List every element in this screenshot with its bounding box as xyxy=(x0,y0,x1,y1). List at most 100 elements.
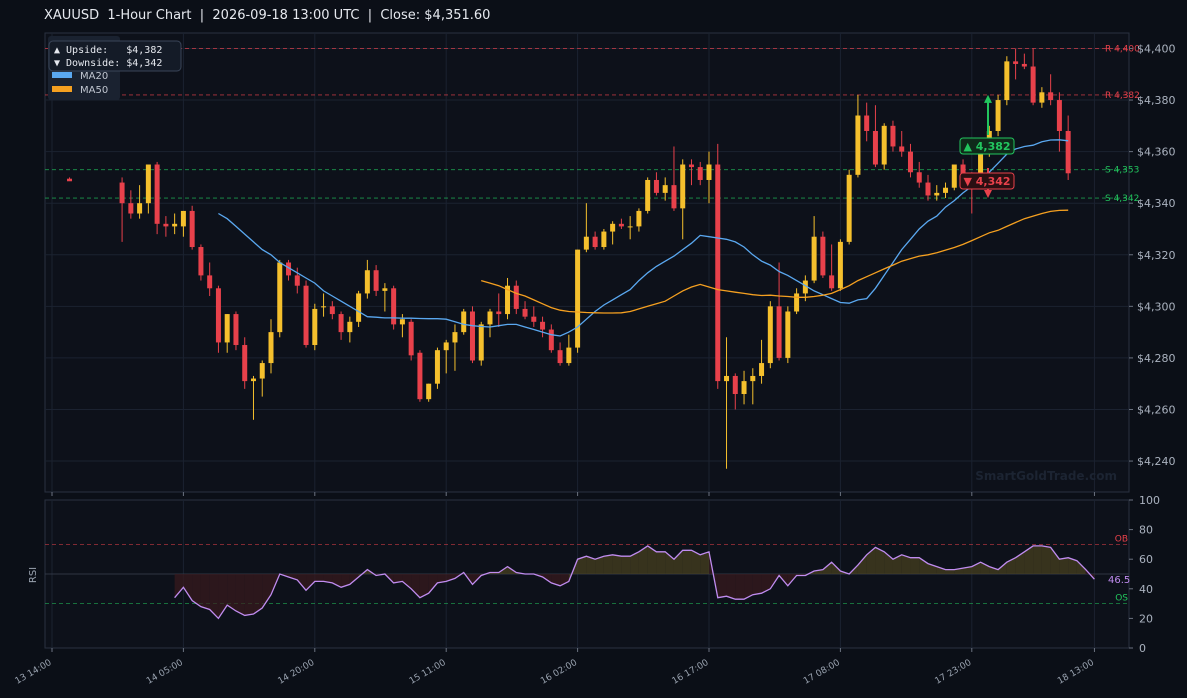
candle-body xyxy=(794,293,800,312)
candle xyxy=(172,213,178,235)
candle xyxy=(575,249,581,353)
candle-body xyxy=(242,345,248,382)
candle xyxy=(557,342,563,366)
overbought-label: OB xyxy=(1115,534,1128,544)
candle-body xyxy=(706,164,712,180)
rsi-fill-segment xyxy=(419,574,429,598)
candle-body xyxy=(137,203,143,214)
candle-body xyxy=(487,311,493,325)
candle xyxy=(811,216,817,284)
candle-body xyxy=(277,262,283,333)
rsi-fill-segment xyxy=(411,574,420,598)
rsi-fill-segment xyxy=(884,551,893,574)
candle-body xyxy=(592,236,598,248)
candle-body xyxy=(829,275,835,289)
candle xyxy=(408,319,414,361)
price-tick-label: $4,240 xyxy=(1137,455,1176,468)
rsi-fill-segment xyxy=(866,547,876,574)
candle-body xyxy=(618,223,624,227)
candle xyxy=(645,177,651,214)
rsi-fill-segment xyxy=(822,562,832,574)
candle-body xyxy=(233,314,239,346)
upside-arrow-head xyxy=(984,94,992,103)
candle-body xyxy=(364,270,370,294)
candle xyxy=(119,177,125,242)
candle xyxy=(513,280,519,315)
ma50-legend-swatch xyxy=(52,86,72,92)
candle-body xyxy=(347,321,353,333)
candle-body xyxy=(566,347,572,364)
candle xyxy=(154,161,160,235)
candle xyxy=(899,130,905,157)
candle-body xyxy=(321,306,327,308)
candle xyxy=(391,285,397,330)
candle xyxy=(1013,48,1019,80)
rsi-fill-segment xyxy=(656,551,666,574)
candle-body xyxy=(531,316,537,322)
price-tick-label: $4,380 xyxy=(1137,94,1176,107)
candlestick-series xyxy=(67,48,1071,469)
candle xyxy=(1056,92,1062,152)
rsi-fill-segment xyxy=(595,556,604,574)
rsi-fill-segment xyxy=(1068,557,1077,574)
candle xyxy=(951,164,957,191)
candle-body xyxy=(601,231,607,248)
rsi-fill-segment xyxy=(174,574,184,598)
candle xyxy=(872,105,878,168)
candle xyxy=(846,169,852,245)
candle-body xyxy=(198,247,204,276)
price-axis: $4,240 $4,260 $4,280 $4,300 $4,320 $4,340 $4,3… xyxy=(1129,42,1176,468)
candle-body xyxy=(329,306,335,315)
candle xyxy=(522,301,528,320)
candle xyxy=(382,283,388,312)
upside-target-box xyxy=(959,137,1015,155)
candle-body xyxy=(250,378,256,382)
rsi-tick-label: 60 xyxy=(1139,553,1153,566)
candle xyxy=(618,218,624,229)
chart-title: XAUUSD 1-Hour Chart | 2026-09-18 13:00 U… xyxy=(44,8,491,23)
candle-body xyxy=(1030,66,1036,103)
rsi-fill-segment xyxy=(901,554,911,574)
candle xyxy=(566,334,572,366)
candle xyxy=(294,267,300,294)
candle xyxy=(224,314,230,353)
candle xyxy=(925,174,931,201)
candle-body xyxy=(855,115,861,175)
candle xyxy=(829,244,835,291)
candle-body xyxy=(837,241,843,289)
rsi-fill-segment xyxy=(726,574,736,600)
price-targets: ▲ 4,382 ▼ 4,342 xyxy=(959,94,1015,198)
candle xyxy=(934,185,940,201)
rsi-fill-segment xyxy=(577,556,587,574)
candle-body xyxy=(391,288,397,325)
candle-body xyxy=(767,306,773,364)
candle xyxy=(1065,115,1071,180)
rsi-fill-segment xyxy=(612,554,622,574)
ma20-legend-swatch xyxy=(52,72,72,78)
candle-body xyxy=(557,350,563,364)
rsi-fill-segment xyxy=(200,574,210,610)
rsi-fill-segment xyxy=(297,574,307,591)
candle xyxy=(785,306,791,364)
candle-body xyxy=(645,179,651,211)
level-label: R 4,382 xyxy=(1105,91,1140,101)
candle-body xyxy=(653,179,659,193)
rsi-tick-label: 100 xyxy=(1139,494,1160,507)
candle xyxy=(1039,87,1045,108)
moving-averages xyxy=(218,139,1069,337)
rsi-fill-segment xyxy=(717,574,727,598)
candle-body xyxy=(636,210,642,227)
rsi-series-line xyxy=(174,545,1095,620)
candle-body xyxy=(741,381,747,395)
candle xyxy=(434,347,440,389)
candle-body xyxy=(697,167,703,180)
candle-body xyxy=(881,125,887,165)
rsi-fill-segment xyxy=(437,574,447,583)
candle xyxy=(995,94,1001,137)
candle xyxy=(697,161,703,186)
candle-body xyxy=(916,172,922,183)
time-tick-label: 18 13:00 xyxy=(1056,658,1096,687)
rsi-fill-segment xyxy=(621,556,631,574)
candle xyxy=(259,360,265,397)
candle xyxy=(732,373,738,410)
